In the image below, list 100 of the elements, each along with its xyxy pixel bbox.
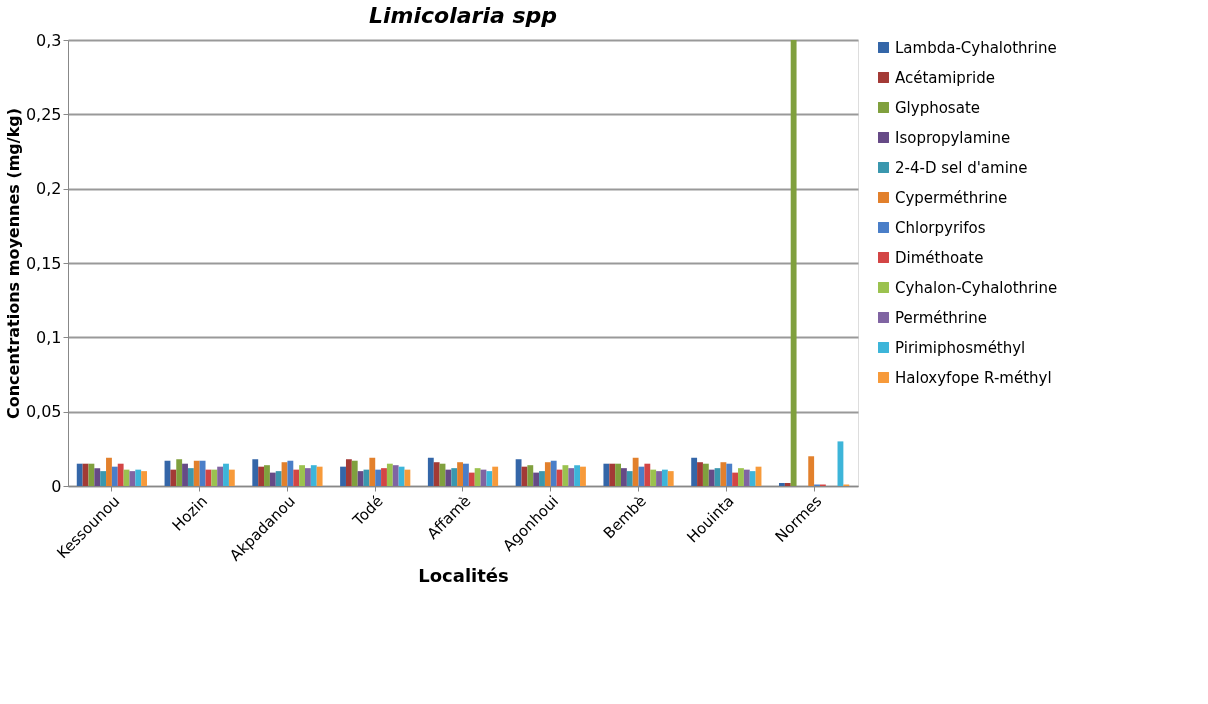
bar bbox=[100, 471, 107, 486]
bar bbox=[568, 468, 575, 486]
bar bbox=[228, 469, 235, 486]
bar bbox=[106, 457, 112, 486]
y-axis-title: Concentrations moyennes (mg/kg) bbox=[3, 107, 23, 420]
bar bbox=[217, 466, 224, 486]
bar bbox=[135, 469, 142, 486]
bar bbox=[492, 466, 499, 486]
bar bbox=[784, 483, 791, 486]
bar bbox=[621, 468, 627, 486]
bar bbox=[574, 465, 581, 486]
bar bbox=[94, 468, 101, 486]
legend-label: Haloxyfope R-méthyl bbox=[895, 368, 1052, 387]
bar bbox=[187, 468, 194, 486]
bar bbox=[580, 466, 586, 486]
bar bbox=[790, 40, 797, 486]
bar bbox=[141, 471, 147, 486]
bar bbox=[252, 459, 259, 486]
bar bbox=[170, 469, 177, 486]
bar bbox=[305, 468, 311, 486]
legend-label: Chlorpyrifos bbox=[895, 218, 986, 237]
y-tick-label: 0,25 bbox=[25, 104, 62, 124]
bar bbox=[427, 457, 434, 486]
bar bbox=[691, 457, 698, 486]
bar bbox=[386, 463, 393, 486]
bar bbox=[287, 460, 294, 486]
bar bbox=[632, 457, 639, 486]
bar bbox=[749, 471, 756, 486]
y-tick-label: 0,1 bbox=[36, 327, 62, 347]
y-tick-label: 0 bbox=[51, 476, 62, 496]
bar bbox=[539, 471, 545, 486]
bar bbox=[199, 460, 206, 486]
bar bbox=[88, 463, 95, 486]
bar bbox=[193, 460, 200, 486]
bar bbox=[375, 469, 382, 486]
bar bbox=[117, 463, 124, 486]
bar bbox=[720, 462, 727, 486]
bar bbox=[661, 469, 668, 486]
bar bbox=[76, 463, 83, 486]
x-axis-title: Localités bbox=[418, 564, 509, 586]
bar bbox=[743, 469, 750, 486]
bar bbox=[726, 463, 733, 486]
bar bbox=[451, 468, 458, 486]
bar bbox=[656, 471, 662, 486]
bar bbox=[176, 459, 183, 486]
bar bbox=[275, 471, 282, 486]
bar bbox=[340, 466, 346, 486]
legend-label: Cyhalon-Cyhalothrine bbox=[895, 278, 1058, 297]
bar bbox=[404, 469, 411, 486]
bar bbox=[433, 462, 440, 486]
legend-label: Glyphosate bbox=[895, 98, 980, 117]
bar bbox=[779, 483, 785, 486]
bar bbox=[457, 462, 463, 486]
bar bbox=[732, 472, 739, 486]
bar bbox=[264, 465, 270, 486]
bar bbox=[562, 465, 569, 486]
bar bbox=[667, 471, 674, 486]
bar bbox=[129, 471, 136, 486]
bar bbox=[293, 469, 300, 486]
bar bbox=[269, 472, 276, 486]
bar bbox=[182, 463, 188, 486]
bar bbox=[111, 466, 118, 486]
y-tick-label: 0,2 bbox=[36, 179, 62, 199]
bar bbox=[474, 468, 481, 486]
bar bbox=[381, 468, 387, 486]
chart-title: Limicolaria spp bbox=[368, 3, 558, 28]
bar bbox=[486, 471, 493, 486]
bar bbox=[299, 465, 305, 486]
legend-label: Isopropylamine bbox=[895, 128, 1011, 147]
bar bbox=[702, 463, 709, 486]
bar bbox=[626, 471, 633, 486]
bar bbox=[369, 457, 376, 486]
bar bbox=[609, 463, 616, 486]
bar bbox=[211, 469, 218, 486]
bar bbox=[527, 465, 534, 486]
legend-label: 2-4-D sel d'amine bbox=[895, 158, 1028, 177]
bar bbox=[463, 463, 469, 486]
bar bbox=[708, 469, 715, 486]
bar bbox=[533, 472, 540, 486]
legend-label: Cyperméthrine bbox=[895, 188, 1008, 207]
bar bbox=[223, 463, 229, 486]
bar bbox=[515, 459, 522, 486]
bar bbox=[615, 463, 621, 486]
y-tick-label: 0,05 bbox=[25, 402, 62, 422]
bar bbox=[316, 466, 323, 486]
legend-label: Perméthrine bbox=[895, 308, 987, 327]
bar bbox=[738, 468, 744, 486]
bar bbox=[468, 472, 475, 486]
bar bbox=[550, 460, 557, 486]
bar bbox=[310, 465, 317, 486]
bar bbox=[351, 460, 358, 486]
bar bbox=[357, 471, 364, 486]
legend-label: Diméthoate bbox=[895, 248, 984, 267]
legend-label: Pirimiphosméthyl bbox=[895, 338, 1026, 357]
bar bbox=[345, 459, 352, 486]
legend-label: Lambda-Cyhalothrine bbox=[895, 38, 1057, 57]
bar bbox=[544, 462, 551, 486]
bar bbox=[644, 463, 651, 486]
bar bbox=[392, 465, 399, 486]
bar bbox=[697, 462, 703, 486]
